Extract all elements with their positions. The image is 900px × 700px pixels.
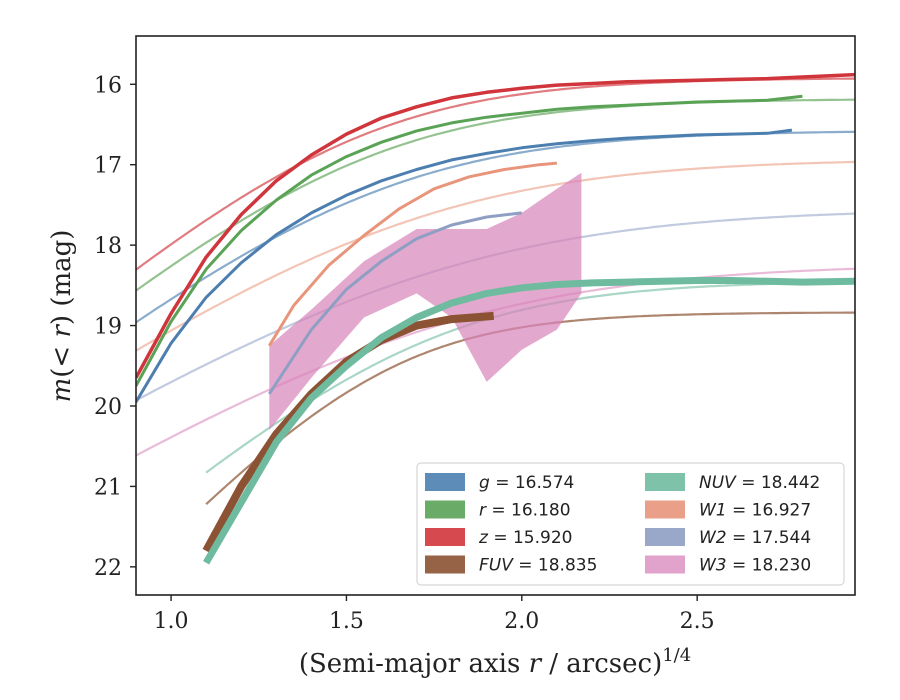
band-w3 <box>269 172 582 431</box>
y-tick-label: 18 <box>94 234 122 259</box>
x-tick-label: 2.5 <box>680 609 715 634</box>
y-axis-label: m(< r) (mag) <box>47 230 77 403</box>
legend-label-g: g = 16.574 <box>479 473 574 493</box>
legend-swatch-g <box>425 473 465 491</box>
legend-swatch-w1 <box>645 500 685 519</box>
data-line-w2 <box>268 211 522 395</box>
data-line-nuv <box>203 277 855 565</box>
data-line-w1 <box>268 161 558 347</box>
data-line-r <box>136 94 803 387</box>
legend-swatch-fuv <box>425 555 465 574</box>
y-tick-label: 22 <box>94 556 122 581</box>
legend-label-w3: W3 = 18.230 <box>699 556 811 576</box>
data-curves <box>136 72 855 565</box>
legend-label-z: z = 15.920 <box>478 528 572 548</box>
x-tick-label: 1.0 <box>154 609 189 634</box>
y-tick-label: 20 <box>94 395 122 420</box>
legend-swatch-nuv <box>645 473 685 491</box>
y-tick-label: 17 <box>94 154 122 179</box>
x-tick-label: 1.5 <box>329 609 364 634</box>
data-line-g <box>136 128 793 403</box>
y-tick-label: 16 <box>94 73 122 98</box>
x-axis-label: (Semi-major axis r / arcsec)1/4 <box>299 645 691 679</box>
x-tick-label: 2.0 <box>504 609 539 634</box>
data-line-z <box>136 72 855 379</box>
legend-swatch-z <box>425 528 465 546</box>
legend-swatch-w3 <box>645 555 685 574</box>
y-tick-label: 21 <box>94 475 122 500</box>
uncertainty-bands <box>269 172 582 431</box>
legend-label-nuv: NUV = 18.442 <box>699 473 820 493</box>
legend-label-w1: W1 = 16.927 <box>699 501 811 521</box>
legend-frame <box>416 462 845 586</box>
legend-swatch-w2 <box>645 528 685 546</box>
legend: g = 16.574 r = 16.180 z = 15.920 FUV = 18.8… <box>416 462 845 586</box>
axis-ticks: 1.0 1.5 2.0 2.5 16 17 18 19 20 21 22 <box>94 73 715 634</box>
legend-swatch-r <box>425 500 465 519</box>
legend-label-r: r = 16.180 <box>479 501 571 521</box>
legend-label-fuv: FUV = 18.835 <box>479 556 597 576</box>
plot-frame <box>135 35 856 596</box>
plot-area <box>136 72 855 565</box>
model-curves <box>136 77 855 506</box>
y-tick-label: 19 <box>94 315 122 340</box>
model-line-w1 <box>136 160 855 352</box>
legend-label-w2: W2 = 17.544 <box>699 528 811 548</box>
